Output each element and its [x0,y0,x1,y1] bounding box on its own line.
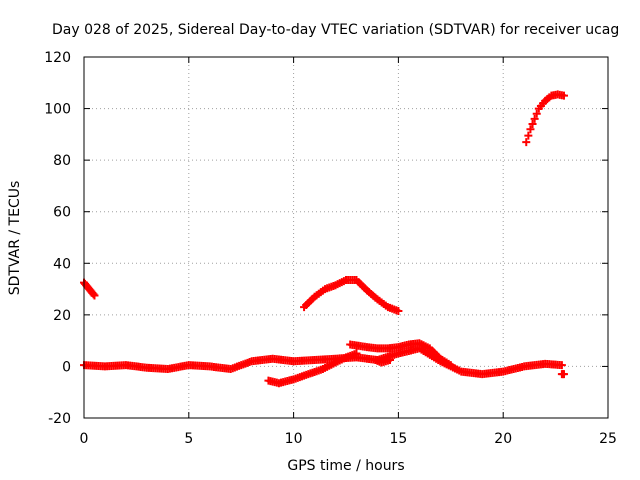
y-tick-label: 40 [53,256,71,272]
data-point [394,306,403,315]
series-arc-early [80,278,99,300]
y-tick-label: -20 [48,411,71,427]
data-point [522,138,531,147]
x-tick-label: 25 [599,431,617,447]
y-tick-label: 100 [44,102,71,118]
x-axis-label: GPS time / hours [287,458,404,474]
data-point [446,361,455,370]
series-arc-baseline [80,344,566,379]
data-point [530,114,539,123]
data-points [80,90,568,388]
series-arc-peak [346,339,455,370]
series-arc-end [557,370,568,379]
data-point [352,349,361,358]
plot-frame [83,56,609,419]
data-point [386,355,395,364]
y-tick-label: 0 [62,359,71,375]
x-tick-label: 5 [184,431,193,447]
y-tick-label: 20 [53,308,71,324]
x-tick-label: 15 [389,431,407,447]
x-tick-label: 10 [285,431,303,447]
data-point [90,291,99,300]
data-point [559,91,568,100]
y-tick-label: 80 [53,153,71,169]
data-point [559,370,568,379]
series-arc-dip [264,349,361,388]
data-point-fill [532,109,541,118]
x-tick-label: 20 [494,431,512,447]
data-point-fill [524,131,533,140]
data-point-fill [89,290,98,299]
data-point [557,361,566,370]
y-axis-label: SDTVAR / TECUs [7,181,23,296]
y-tick-label: 120 [44,50,71,66]
series-arc-midday [300,276,403,315]
series-arc-late [522,90,568,147]
series-arc-small [371,355,395,367]
chart-title: Day 028 of 2025, Sidereal Day-to-day VTE… [52,22,619,38]
x-tick-label: 0 [80,431,89,447]
y-tick-label: 60 [53,205,71,221]
data-point-fill [528,120,537,129]
tick-labels: 0 5 10 15 20 25 -20 0 20 40 60 80 100 120 [44,50,617,447]
data-point [526,125,535,134]
